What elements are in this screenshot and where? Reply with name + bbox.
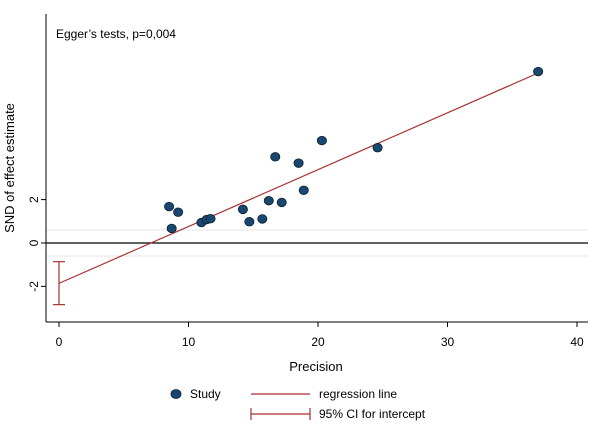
x-tick-label-0: 0 bbox=[56, 335, 63, 349]
y-tick-label-2: 2 bbox=[27, 196, 41, 203]
y-ticks: -2 0 2 bbox=[27, 196, 46, 292]
study-point-10 bbox=[263, 195, 274, 206]
study-point-16 bbox=[372, 143, 383, 153]
study-point-17 bbox=[533, 66, 544, 77]
x-ticks: 0 10 20 30 40 bbox=[56, 322, 584, 349]
y-tick-label--2: -2 bbox=[27, 281, 41, 292]
study-point-6 bbox=[205, 213, 216, 224]
study-point-7 bbox=[237, 204, 248, 215]
legend-study-marker bbox=[170, 389, 182, 399]
legend-ci-label: 95% CI for intercept bbox=[319, 407, 426, 421]
study-point-1 bbox=[164, 201, 175, 212]
x-tick-label-30: 30 bbox=[441, 335, 455, 349]
x-axis-title: Precision bbox=[289, 359, 342, 374]
study-point-2 bbox=[166, 223, 177, 234]
x-tick-label-40: 40 bbox=[570, 335, 584, 349]
x-tick-label-20: 20 bbox=[311, 335, 325, 349]
y-tick-label-0: 0 bbox=[27, 239, 41, 246]
x-tick-label-10: 10 bbox=[182, 335, 196, 349]
y-axis-title: SND of effect estimate bbox=[2, 103, 17, 233]
legend: Study regression line 95% CI for interce… bbox=[170, 387, 426, 421]
study-point-12 bbox=[276, 197, 287, 208]
regression-line bbox=[58, 72, 539, 284]
study-point-3 bbox=[173, 207, 184, 217]
study-point-9 bbox=[257, 214, 268, 224]
ci-bar bbox=[53, 261, 65, 306]
axes bbox=[45, 14, 588, 323]
study-point-8 bbox=[244, 217, 255, 227]
regression-line-path bbox=[58, 72, 539, 284]
study-point-11 bbox=[270, 152, 281, 162]
study-point-15 bbox=[316, 135, 327, 146]
reference-lines bbox=[46, 229, 588, 257]
legend-regression-label: regression line bbox=[319, 387, 397, 401]
study-points bbox=[164, 66, 544, 234]
legend-study-label: Study bbox=[190, 387, 221, 401]
study-point-14 bbox=[298, 185, 309, 195]
study-point-13 bbox=[293, 158, 304, 168]
annotation-text: Egger’s tests, p=0,004 bbox=[56, 27, 176, 41]
